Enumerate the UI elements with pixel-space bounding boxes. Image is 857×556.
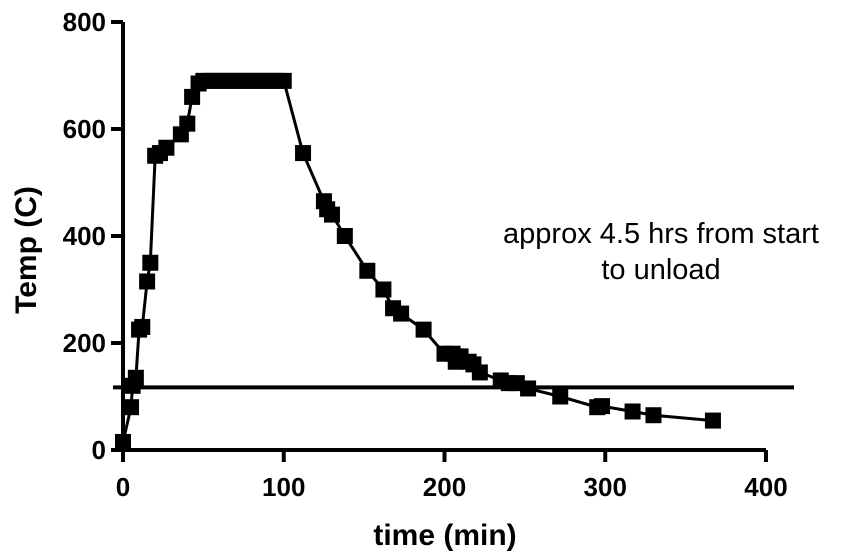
annotation-text: approx 4.5 hrs from start to unload [503,218,819,286]
data-point [645,407,662,424]
x-tick-label: 0 [116,472,130,502]
data-point [142,254,159,271]
annotation-line: approx 4.5 hrs from start [503,218,819,250]
data-point [594,398,611,415]
x-tick-label: 100 [262,472,305,502]
data-point [624,403,641,420]
data-point [520,380,537,397]
data-point [415,321,432,338]
x-tick-label: 400 [744,472,787,502]
y-tick-label: 0 [92,435,106,465]
data-point [393,305,410,322]
data-point [375,281,392,298]
data-point [704,412,721,429]
y-tick-label: 600 [63,114,106,144]
y-tick-label: 400 [63,221,106,251]
data-point [127,369,144,386]
data-point [323,206,340,223]
x-tick-label: 200 [423,472,466,502]
y-tick-label: 800 [63,7,106,37]
data-point [139,273,156,290]
data-point [123,399,140,416]
y-tick-label: 200 [63,328,106,358]
data-point [552,388,569,405]
y-axis-title: Temp (C) [10,186,43,314]
data-point [359,262,376,279]
data-point [336,228,353,244]
data-point [158,139,175,156]
x-axis-title: time (min) [373,519,516,552]
data-point [134,318,151,335]
data-point [275,72,292,89]
data-point [184,88,201,105]
data-point [179,115,196,132]
data-point [471,364,488,381]
annotation-line: to unload [601,254,720,286]
data-point [295,145,312,162]
x-tick-label: 300 [584,472,627,502]
